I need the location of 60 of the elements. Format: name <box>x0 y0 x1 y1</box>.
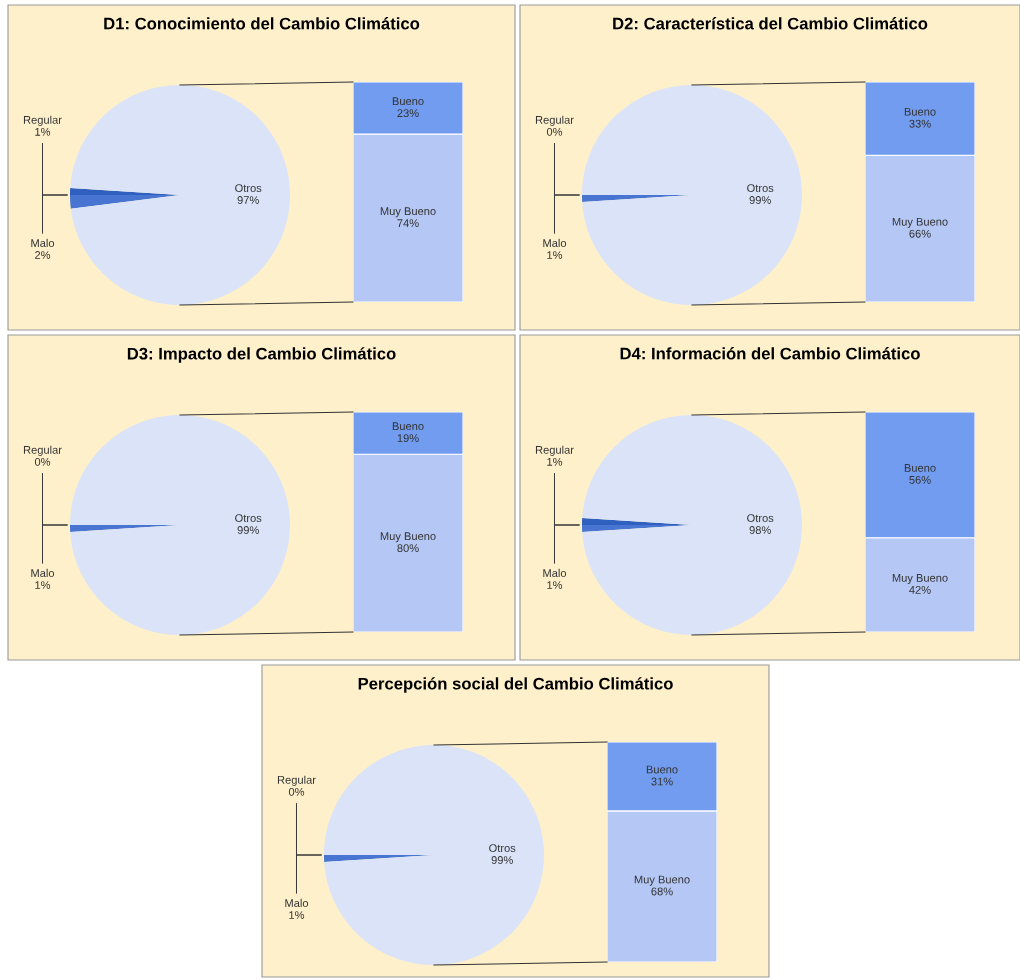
chart-title: D1: Conocimiento del Cambio Climático <box>104 17 420 30</box>
data-label: 1% <box>35 581 51 589</box>
slice-label: Malo <box>543 568 567 577</box>
series-label: Muy Bueno <box>380 207 436 218</box>
pie-slice <box>582 415 802 635</box>
data-label: 66% <box>909 229 931 238</box>
text: 0% <box>34 457 51 466</box>
series-label: Muy Bueno <box>892 217 948 228</box>
pie-slice <box>324 745 544 965</box>
slice-label: Regular <box>535 445 574 456</box>
data-label: 56% <box>909 475 931 484</box>
slice-label: Malo <box>285 898 309 907</box>
series-label: Bueno <box>646 765 678 774</box>
category-label: Regular <box>277 775 316 786</box>
slice-label: Malo <box>31 568 55 577</box>
data-label: 23% <box>397 109 419 118</box>
data-label: 42% <box>909 585 931 594</box>
slice-label: Otros <box>235 514 262 522</box>
text: 0% <box>288 787 305 796</box>
slice-label: Otros <box>489 844 516 852</box>
data-label: 2% <box>35 251 51 259</box>
pie-slice <box>70 415 290 635</box>
data-label: 1% <box>35 127 51 136</box>
data-label: 33% <box>909 119 931 128</box>
series-label: Bueno <box>904 464 936 472</box>
chart-title: D3: Impacto del Cambio Climático <box>127 347 396 363</box>
chart-title: D4: Información del Cambio Climático <box>620 347 920 360</box>
series-label: Bueno <box>904 107 936 116</box>
series-label: Muy Bueno <box>634 875 690 886</box>
series-label: Muy Bueno <box>380 532 436 543</box>
series-label: Bueno <box>392 422 424 431</box>
category-label: Regular <box>23 445 62 456</box>
series-label: Muy Bueno <box>892 574 948 585</box>
slice-label: Otros <box>747 514 774 522</box>
pie-slice <box>70 85 290 305</box>
data-label: 1% <box>547 251 563 259</box>
data-label: 1% <box>289 911 305 919</box>
data-label: 74% <box>397 219 419 228</box>
slice-label: Malo <box>31 238 55 247</box>
chart-title: D2: Característica del Cambio Climático <box>613 17 928 30</box>
slice-label: Otros <box>747 184 774 192</box>
slice-label: Otros <box>235 184 262 192</box>
data-label: 80% <box>397 544 419 553</box>
data-label: 99% <box>237 526 259 534</box>
data-label: 1% <box>547 581 563 589</box>
data-label: 97% <box>237 196 259 204</box>
chart-title: Percepción social del Cambio Climático <box>358 677 673 693</box>
series-label: Bueno <box>392 97 424 106</box>
text: 0% <box>546 127 563 136</box>
slice-label: Regular <box>23 115 62 126</box>
pie-slice <box>582 85 802 305</box>
data-label: 98% <box>749 526 771 534</box>
data-label: 99% <box>749 196 771 204</box>
category-label: Regular <box>535 115 574 126</box>
data-label: 68% <box>651 887 673 896</box>
data-label: 1% <box>547 457 563 466</box>
data-label: 19% <box>397 434 419 443</box>
data-label: 99% <box>491 856 513 864</box>
data-label: 31% <box>651 777 673 786</box>
slice-label: Malo <box>543 238 567 247</box>
